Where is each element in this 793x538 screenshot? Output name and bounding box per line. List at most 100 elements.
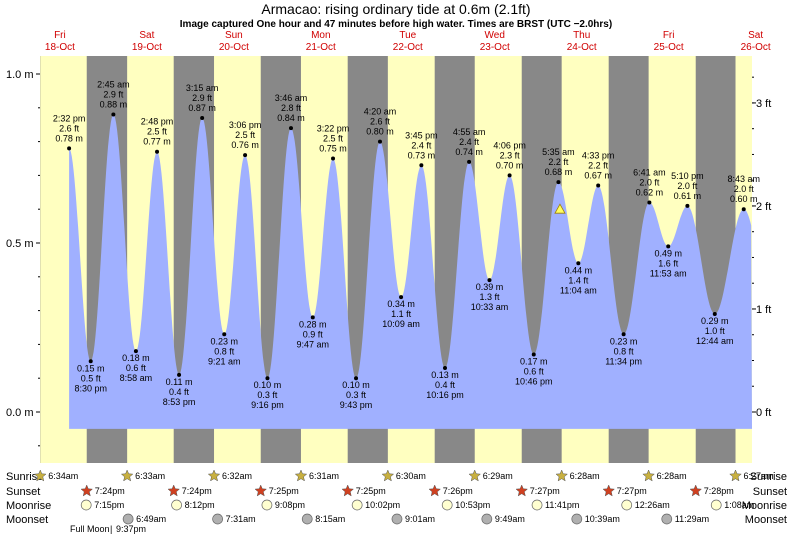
moonset-icon <box>122 513 134 525</box>
tide-label-line: 0.13 m <box>431 370 459 380</box>
tide-label-line: 0.74 m <box>455 147 483 157</box>
tide-label-line: 0.4 ft <box>169 387 190 397</box>
low-tide-point <box>666 244 671 249</box>
moonrise-icon <box>261 499 273 511</box>
low-tide-label: 0.15 m0.5 ft8:30 pm <box>74 363 107 393</box>
tide-label-line: 0.84 m <box>277 113 305 123</box>
day-date: 22-Oct <box>393 42 423 53</box>
low-tide-point <box>487 278 492 283</box>
tide-label-line: 3:22 pm <box>317 124 350 134</box>
tide-label-line: 3:45 pm <box>405 130 438 140</box>
sunrise-icon <box>120 469 134 482</box>
low-tide-point <box>88 359 93 364</box>
tide-label-line: 0.67 m <box>584 171 612 181</box>
sunset-icon <box>602 484 616 497</box>
high-tide-label: 3:46 am2.8 ft0.84 m <box>275 93 308 123</box>
sunset-time: 7:28pm <box>704 486 734 496</box>
tide-label-line: 0.6 ft <box>524 367 545 377</box>
chart-title: Armacao: rising ordinary tide at 0.6m (2… <box>261 1 530 17</box>
low-tide-point <box>576 261 581 266</box>
tide-label-line: 2:32 pm <box>53 113 86 123</box>
day-date: 23-Oct <box>480 42 510 53</box>
left-tick-label: 0.5 m <box>6 238 34 250</box>
sunrise-time: 6:28am <box>570 471 600 481</box>
right-tick-label: 0 ft <box>756 407 771 419</box>
tide-label-line: 9:21 am <box>208 356 241 366</box>
moonset-time: 9:01am <box>405 514 435 524</box>
tide-label-line: 0.6 ft <box>126 363 147 373</box>
tide-label-line: 2.9 ft <box>103 90 124 100</box>
tide-label-line: 4:06 pm <box>493 140 526 150</box>
high-tide-point <box>467 159 472 164</box>
day-date: 26-Oct <box>741 42 771 53</box>
tide-label-line: 12:44 am <box>696 336 734 346</box>
tide-label-line: 4:20 am <box>364 107 397 117</box>
moonrise-time: 10:02pm <box>365 500 400 510</box>
moonrise-icon <box>710 499 722 511</box>
sunrise-icon <box>33 469 47 482</box>
right-tick-label: 1 ft <box>756 304 771 316</box>
tide-label-line: 0.23 m <box>210 336 238 346</box>
day-date: 20-Oct <box>219 42 249 53</box>
sunrise-time: 6:32am <box>222 471 252 481</box>
current-tide-marker <box>554 203 566 214</box>
tide-label-line: 9:47 am <box>297 339 330 349</box>
tide-label-line: 4:55 am <box>453 127 486 137</box>
tide-label-line: 0.70 m <box>496 160 524 170</box>
moonrise-icon <box>80 499 92 511</box>
tide-label-line: 1.4 ft <box>568 275 589 285</box>
tide-label-line: 2.0 ft <box>639 177 660 187</box>
sunrise-icon <box>381 469 395 482</box>
moon-phase-separator: | <box>110 524 112 534</box>
day-weekday: Sat <box>139 30 154 41</box>
tide-label-line: 0.77 m <box>143 137 171 147</box>
tide-label-line: 0.11 m <box>166 377 193 387</box>
sunrise-icon <box>555 469 569 482</box>
sunset-time: 7:24pm <box>182 486 212 496</box>
tide-label-line: 10:16 pm <box>426 390 464 400</box>
tide-label-line: 0.3 ft <box>346 390 367 400</box>
sunrise-time: 6:27am <box>744 471 774 481</box>
tide-label-line: 0.18 m <box>122 353 150 363</box>
moonrise-icon <box>621 499 633 511</box>
high-tide-point <box>685 203 690 208</box>
sunset-icon <box>80 484 94 497</box>
sunrise-icon <box>642 469 655 482</box>
sun-moon-rows: Sunrise Sunrise Sunset Sunset Moonrise Moonri… <box>6 469 787 526</box>
tide-label-line: 8:43 am <box>727 174 760 184</box>
high-tide-point <box>200 115 205 120</box>
high-tide-label: 4:06 pm2.3 ft0.70 m <box>493 140 526 170</box>
tide-label-line: 0.23 m <box>610 336 638 346</box>
moonset-icon <box>661 513 673 525</box>
tide-label-line: 2.6 ft <box>370 117 391 127</box>
high-tide-point <box>111 112 116 117</box>
tide-label-line: 2.0 ft <box>677 181 698 191</box>
tide-label-line: 2.5 ft <box>147 127 168 137</box>
moonset-time: 11:29am <box>675 514 709 524</box>
high-tide-point <box>556 180 561 185</box>
moonset-icon <box>212 513 223 525</box>
high-tide-point <box>67 146 72 151</box>
right-tick-label: 3 ft <box>756 98 771 110</box>
low-tide-point <box>177 372 182 377</box>
tide-label-line: 6:41 am <box>633 167 666 177</box>
low-tide-label: 0.28 m0.9 ft9:47 am <box>297 319 330 349</box>
tide-label-line: 10:46 pm <box>515 377 553 387</box>
low-tide-point <box>442 366 447 371</box>
tide-label-line: 2:45 am <box>97 80 130 90</box>
moonset-time: 10:39am <box>585 514 620 524</box>
row-label-right: Moonset <box>745 514 787 526</box>
tide-label-line: 11:04 am <box>560 285 597 295</box>
day-date: 24-Oct <box>567 42 597 53</box>
day-date: 21-Oct <box>306 42 336 53</box>
tide-label-line: 0.60 m <box>730 194 758 204</box>
tide-label-line: 11:53 am <box>650 268 687 278</box>
tide-label-line: 0.8 ft <box>214 346 235 356</box>
sunset-icon <box>515 484 529 497</box>
moon-phase-name: Full Moon <box>70 524 110 534</box>
high-tide-label: 5:10 pm2.0 ft0.61 m <box>671 171 704 201</box>
